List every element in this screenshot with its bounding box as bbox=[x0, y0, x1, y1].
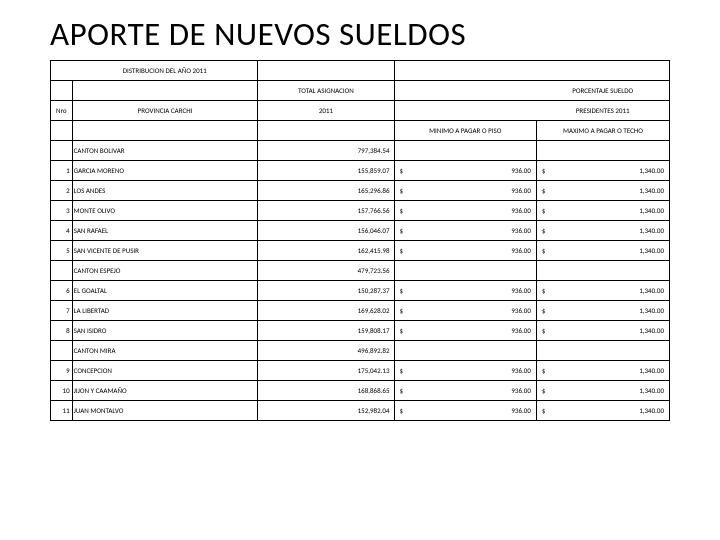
row-number: 10 bbox=[51, 381, 73, 401]
table-row: CANTON MIRA496,892.82 bbox=[51, 341, 670, 361]
row-min: $936.00 bbox=[394, 361, 536, 381]
hdr-max: MAXIMO A PAGAR O TECHO bbox=[536, 121, 669, 141]
row-max: $1,340.00 bbox=[536, 181, 669, 201]
row-name: LOS ANDES bbox=[72, 181, 258, 201]
row-amount: 156,046.07 bbox=[258, 221, 394, 241]
row-max: $1,340.00 bbox=[536, 201, 669, 221]
row-amount: 175,042.13 bbox=[258, 361, 394, 381]
table-row: 7LA LIBERTAD169,628.02$936.00$1,340.00 bbox=[51, 301, 670, 321]
row-name: GARCIA MORENO bbox=[72, 161, 258, 181]
row-min: $936.00 bbox=[394, 381, 536, 401]
table-row: 10JIJON Y CAAMAÑO168,868.65$936.00$1,340… bbox=[51, 381, 670, 401]
row-max: $1,340.00 bbox=[536, 241, 669, 261]
row-max: $1,340.00 bbox=[536, 161, 669, 181]
row-number: 11 bbox=[51, 401, 73, 421]
row-amount: 169,628.02 bbox=[258, 301, 394, 321]
canton-name: CANTON BOLIVAR bbox=[72, 141, 258, 161]
header-row-1: DISTRIBUCION DEL AÑO 2011 bbox=[51, 61, 670, 81]
table-row: 5SAN VICENTE DE PUSIR162,415.98$936.00$1… bbox=[51, 241, 670, 261]
row-name: MONTE OLIVO bbox=[72, 201, 258, 221]
table-row: 8SAN ISIDRO159,808.17$936.00$1,340.00 bbox=[51, 321, 670, 341]
row-name: LA LIBERTAD bbox=[72, 301, 258, 321]
row-number: 4 bbox=[51, 221, 73, 241]
table-row: 6EL GOALTAL150,287.37$936.00$1,340.00 bbox=[51, 281, 670, 301]
hdr-min: MINIMO A PAGAR O PISO bbox=[394, 121, 536, 141]
table-row: 11JUAN MONTALVO152,982.04$936.00$1,340.0… bbox=[51, 401, 670, 421]
row-max: $1,340.00 bbox=[536, 221, 669, 241]
row-amount: 150,287.37 bbox=[258, 281, 394, 301]
row-min: $936.00 bbox=[394, 281, 536, 301]
row-name: SAN VICENTE DE PUSIR bbox=[72, 241, 258, 261]
hdr-porc: PORCENTAJE SUELDO bbox=[536, 81, 669, 101]
header-row-2: TOTAL ASIGNACION PORCENTAJE SUELDO bbox=[51, 81, 670, 101]
row-min: $936.00 bbox=[394, 301, 536, 321]
hdr-total: TOTAL ASIGNACION bbox=[258, 81, 394, 101]
row-max: $1,340.00 bbox=[536, 321, 669, 341]
canton-amount: 496,892.82 bbox=[258, 341, 394, 361]
row-max: $1,340.00 bbox=[536, 361, 669, 381]
row-amount: 162,415.98 bbox=[258, 241, 394, 261]
header-row-4: MINIMO A PAGAR O PISO MAXIMO A PAGAR O T… bbox=[51, 121, 670, 141]
row-min: $936.00 bbox=[394, 161, 536, 181]
row-number: 9 bbox=[51, 361, 73, 381]
row-amount: 168,868.65 bbox=[258, 381, 394, 401]
row-min: $936.00 bbox=[394, 221, 536, 241]
row-number: 5 bbox=[51, 241, 73, 261]
page-title: APORTE DE NUEVOS SUELDOS bbox=[50, 14, 670, 54]
canton-amount: 479,723.56 bbox=[258, 261, 394, 281]
canton-amount: 797,384.54 bbox=[258, 141, 394, 161]
row-max: $1,340.00 bbox=[536, 301, 669, 321]
row-name: JUAN MONTALVO bbox=[72, 401, 258, 421]
row-number: 8 bbox=[51, 321, 73, 341]
row-min: $936.00 bbox=[394, 181, 536, 201]
hdr-pres: PRESIDENTES 2011 bbox=[536, 101, 669, 121]
canton-name: CANTON ESPEJO bbox=[72, 261, 258, 281]
row-min: $936.00 bbox=[394, 241, 536, 261]
row-amount: 155,859.07 bbox=[258, 161, 394, 181]
row-max: $1,340.00 bbox=[536, 381, 669, 401]
row-number: 6 bbox=[51, 281, 73, 301]
row-name: EL GOALTAL bbox=[72, 281, 258, 301]
row-number: 3 bbox=[51, 201, 73, 221]
row-amount: 165,296.86 bbox=[258, 181, 394, 201]
table-row: 9CONCEPCION175,042.13$936.00$1,340.00 bbox=[51, 361, 670, 381]
row-amount: 152,982.04 bbox=[258, 401, 394, 421]
row-amount: 159,808.17 bbox=[258, 321, 394, 341]
hdr-nro: Nro bbox=[51, 101, 73, 121]
hdr-dist: DISTRIBUCION DEL AÑO 2011 bbox=[72, 61, 258, 81]
table-row: 2LOS ANDES165,296.86$936.00$1,340.00 bbox=[51, 181, 670, 201]
hdr-2011: 2011 bbox=[258, 101, 394, 121]
row-name: SAN ISIDRO bbox=[72, 321, 258, 341]
table-row: CANTON ESPEJO479,723.56 bbox=[51, 261, 670, 281]
row-max: $1,340.00 bbox=[536, 401, 669, 421]
header-row-3: Nro PROVINCIA CARCHI 2011 PRESIDENTES 20… bbox=[51, 101, 670, 121]
data-table: DISTRIBUCION DEL AÑO 2011 TOTAL ASIGNACI… bbox=[50, 60, 670, 421]
canton-name: CANTON MIRA bbox=[72, 341, 258, 361]
row-name: CONCEPCION bbox=[72, 361, 258, 381]
row-number: 1 bbox=[51, 161, 73, 181]
row-number: 2 bbox=[51, 181, 73, 201]
table-row: 1GARCIA MORENO155,859.07$936.00$1,340.00 bbox=[51, 161, 670, 181]
row-min: $936.00 bbox=[394, 321, 536, 341]
row-min: $936.00 bbox=[394, 401, 536, 421]
hdr-prov: PROVINCIA CARCHI bbox=[72, 101, 258, 121]
table-row: 4SAN RAFAEL156,046.07$936.00$1,340.00 bbox=[51, 221, 670, 241]
row-name: JIJON Y CAAMAÑO bbox=[72, 381, 258, 401]
row-min: $936.00 bbox=[394, 201, 536, 221]
row-max: $1,340.00 bbox=[536, 281, 669, 301]
table-row: CANTON BOLIVAR797,384.54 bbox=[51, 141, 670, 161]
table-row: 3MONTE OLIVO157,766.56$936.00$1,340.00 bbox=[51, 201, 670, 221]
row-amount: 157,766.56 bbox=[258, 201, 394, 221]
row-number: 7 bbox=[51, 301, 73, 321]
row-name: SAN RAFAEL bbox=[72, 221, 258, 241]
